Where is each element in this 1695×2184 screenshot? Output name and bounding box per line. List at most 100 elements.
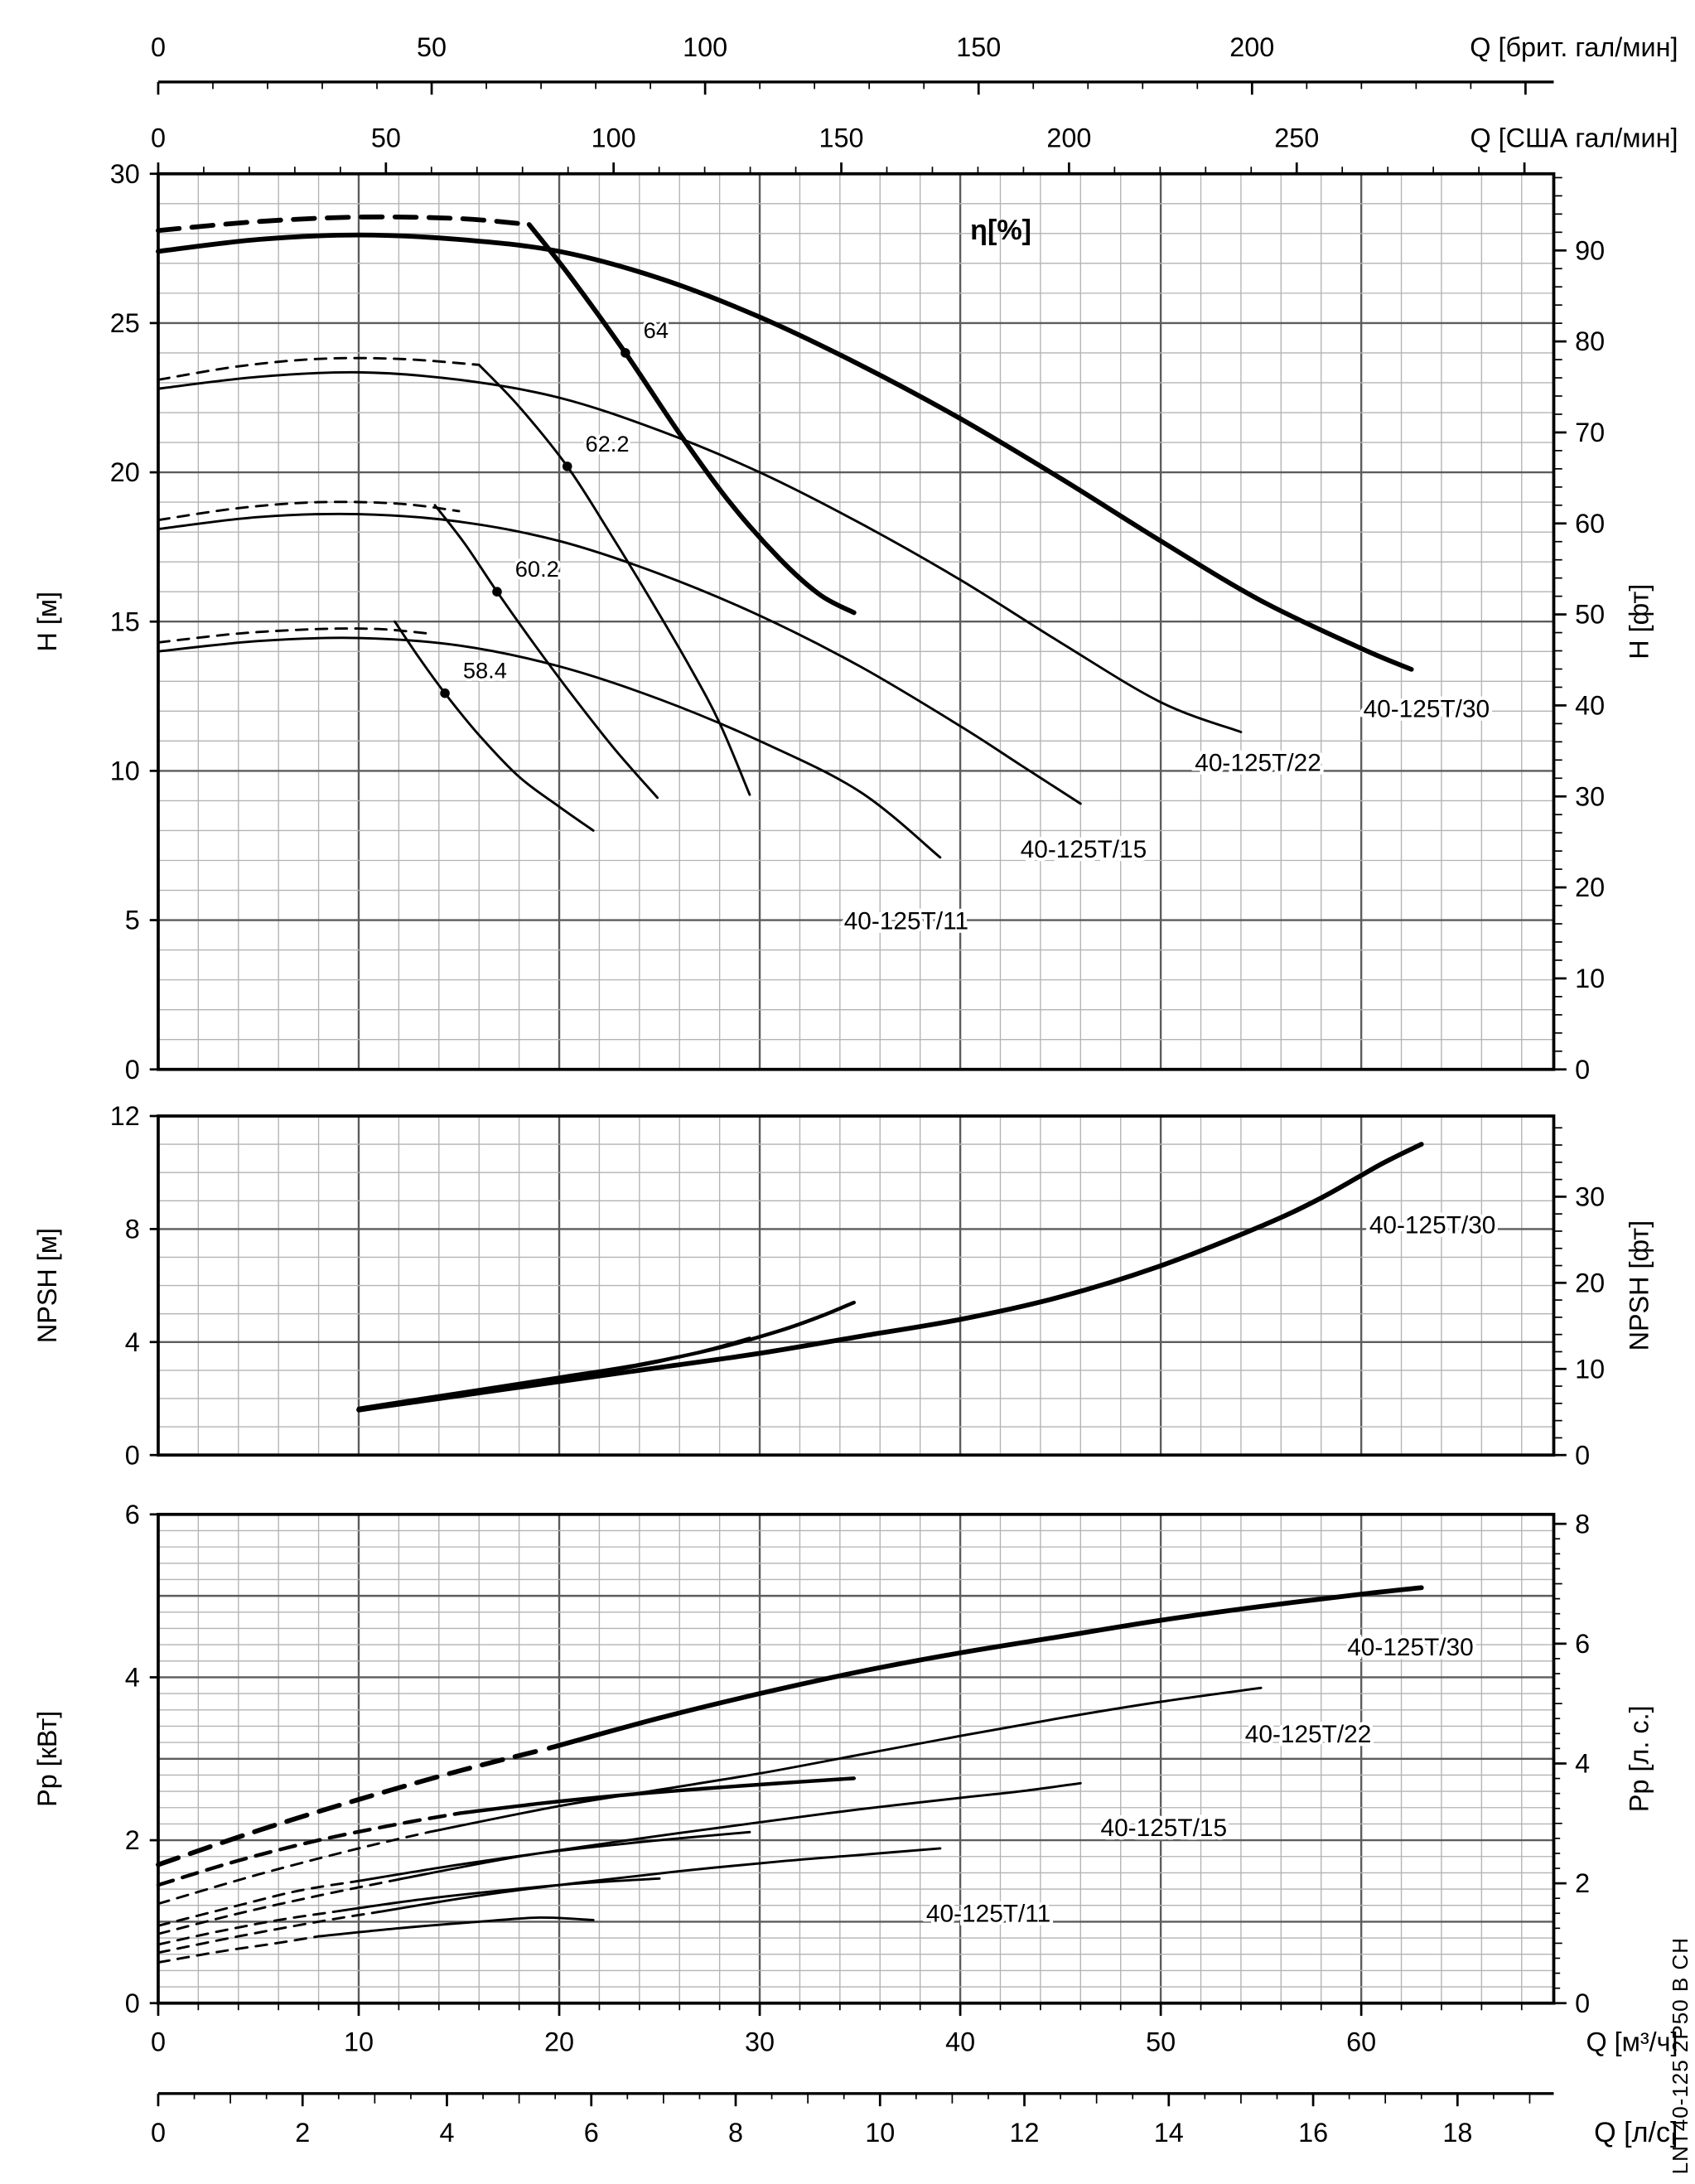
axis-title-npsh-right: NPSH [фт] xyxy=(1625,1220,1654,1351)
bep-dot xyxy=(562,461,572,471)
top-rulers: 0 50 100 150 200 Q [брит. гал/мин] 0 50 100 150 20… xyxy=(151,32,1678,174)
tick-label-m3h: 20 xyxy=(544,2027,574,2057)
tick-label-ls: 18 xyxy=(1442,2118,1472,2148)
tick-label-npsh-left: 0 xyxy=(125,1440,140,1470)
curve-label: 40-125T/15 xyxy=(1021,836,1147,863)
curve-power-var4-low-flow xyxy=(157,1935,321,1964)
curve-40-125t11-power xyxy=(377,1847,942,1914)
power-curves xyxy=(156,1585,1424,1964)
curve-power-var1 xyxy=(456,1776,857,1815)
curve-40-125t22-efficiency-line xyxy=(477,363,751,796)
curve-npsh-low xyxy=(357,1336,751,1413)
tick-label-imp-gpm: 150 xyxy=(956,32,1001,62)
tick-label-ls: 14 xyxy=(1154,2118,1184,2148)
curve-40-125t22-power xyxy=(427,1686,1263,1834)
tick-label-npsh-right: 10 xyxy=(1575,1354,1605,1384)
axis-title-m3h: Q [м³/ч] xyxy=(1586,2027,1678,2057)
tick-label-head-left: 5 xyxy=(125,906,140,935)
tick-label-imp-gpm: 50 xyxy=(417,32,447,62)
axis-title-head-right: H [фт] xyxy=(1625,584,1654,660)
tick-label-us-gpm: 250 xyxy=(1274,123,1319,152)
tick-label-us-gpm: 200 xyxy=(1046,123,1091,152)
curve-40-125t15-power xyxy=(397,1781,1082,1881)
tick-label-head-right: 60 xyxy=(1575,509,1605,539)
curve-label: 40-125T/30 xyxy=(1369,1212,1496,1239)
tick-label-head-right: 80 xyxy=(1575,326,1605,356)
tick-label-imp-gpm: 100 xyxy=(683,32,727,62)
axis-title-us-gpm: Q [США гал/мин] xyxy=(1470,123,1678,152)
curve-40-125t30-efficiency-line xyxy=(526,222,857,616)
tick-label-ls: 2 xyxy=(295,2118,310,2148)
curve-40-125t30-npsh xyxy=(356,1142,1424,1413)
tick-label-power-left: 4 xyxy=(125,1663,140,1693)
curve-label: 40-125T/30 xyxy=(1364,696,1490,723)
tick-label-npsh-right: 0 xyxy=(1575,1440,1590,1470)
tick-label-ls: 6 xyxy=(584,2118,599,2148)
tick-label-us-gpm: 100 xyxy=(592,123,636,152)
npsh-curves xyxy=(356,1142,1424,1413)
tick-label-us-gpm: 0 xyxy=(151,123,166,152)
bep-dot xyxy=(440,688,450,698)
tick-label-head-right: 90 xyxy=(1575,235,1605,265)
axis-title-npsh-left: NPSH [м] xyxy=(32,1228,62,1343)
tick-label-head-left: 25 xyxy=(110,308,140,338)
curve-power-var3 xyxy=(337,1877,661,1913)
axis-title-imp-gpm: Q [брит. гал/мин] xyxy=(1470,32,1678,62)
tick-label-m3h: 50 xyxy=(1146,2027,1176,2057)
tick-label-head-right: 40 xyxy=(1575,690,1605,720)
tick-label-power-right: 0 xyxy=(1575,1988,1590,2018)
tick-label-power-right: 6 xyxy=(1575,1629,1590,1659)
curve-power-var1-low-flow xyxy=(156,1811,461,1887)
tick-label-ls: 10 xyxy=(865,2118,895,2148)
tick-label-head-right: 10 xyxy=(1575,964,1605,993)
tick-label-m3h: 40 xyxy=(945,2027,975,2057)
tick-label-head-right: 0 xyxy=(1575,1055,1590,1085)
tick-label-head-left: 0 xyxy=(125,1055,140,1085)
tick-label-power-right: 8 xyxy=(1575,1509,1590,1539)
tick-label-head-right: 30 xyxy=(1575,781,1605,811)
tick-label-npsh-left: 4 xyxy=(125,1327,140,1357)
tick-label-m3h: 0 xyxy=(151,2027,166,2057)
curve-power-var3-low-flow xyxy=(157,1910,340,1946)
tick-label-ls: 4 xyxy=(439,2118,454,2148)
tick-label-head-left: 30 xyxy=(110,159,140,189)
curve-label: 40-125T/15 xyxy=(1101,1814,1228,1842)
npsh-grid xyxy=(157,1114,1556,1457)
tick-label-ls: 8 xyxy=(728,2118,743,2148)
tick-label-m3h: 10 xyxy=(344,2027,374,2057)
curve-label: 40-125T/22 xyxy=(1245,1721,1372,1748)
tick-label-head-right: 50 xyxy=(1575,600,1605,630)
curve-40-125t22-head-low-flow xyxy=(157,356,480,381)
tick-label-power-left: 0 xyxy=(125,1988,140,2018)
efficiency-value: 58.4 xyxy=(463,658,507,684)
tick-label-head-left: 10 xyxy=(110,756,140,785)
efficiency-value: 60.2 xyxy=(515,556,559,582)
tick-label-imp-gpm: 0 xyxy=(151,32,166,62)
curve-label: 40-125T/11 xyxy=(844,907,968,935)
tick-label-us-gpm: 150 xyxy=(819,123,864,152)
tick-label-head-left: 20 xyxy=(110,457,140,487)
head-curves xyxy=(156,214,1414,859)
curve-label: 40-125T/30 xyxy=(1347,1634,1474,1661)
tick-label-npsh-right: 20 xyxy=(1575,1268,1605,1297)
tick-label-us-gpm: 50 xyxy=(371,123,401,152)
eta-title: η[%] xyxy=(970,215,1031,246)
tick-label-ls: 0 xyxy=(151,2118,166,2148)
curve-40-125t11-head xyxy=(157,636,942,859)
npsh-frame xyxy=(157,1114,1556,1457)
curve-power-var4 xyxy=(317,1916,595,1938)
power-frame xyxy=(157,1512,1556,2005)
tick-label-head-left: 15 xyxy=(110,606,140,636)
bep-dot xyxy=(621,348,630,358)
efficiency-value: 62.2 xyxy=(585,431,629,457)
curve-power-var2-low-flow xyxy=(157,1879,360,1927)
tick-label-power-right: 2 xyxy=(1575,1868,1590,1898)
chart-head: 0 5 10 15 20 25 30 0 10 20 30 40 50 60 70 80 90 H [м] H [ф… xyxy=(32,159,1654,1085)
curve-40-125t15-head xyxy=(157,512,1082,805)
tick-label-head-right: 70 xyxy=(1575,418,1605,447)
curve-40-125t22-head xyxy=(157,370,1243,733)
curve-40-125t30-head-low-flow xyxy=(156,214,532,234)
tick-label-power-right: 4 xyxy=(1575,1749,1590,1779)
